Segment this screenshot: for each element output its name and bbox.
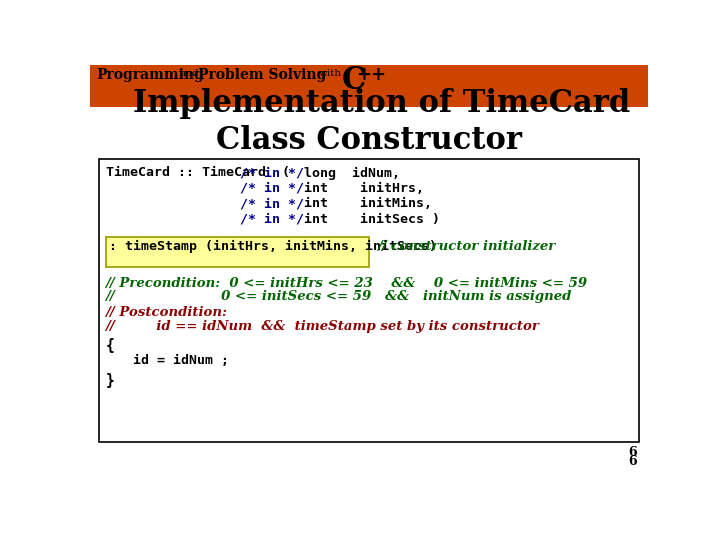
- Text: TimeCard :: TimeCard  (: TimeCard :: TimeCard (: [106, 166, 297, 179]
- Text: Class Constructor: Class Constructor: [216, 125, 522, 156]
- Text: /* in */: /* in */: [240, 166, 304, 179]
- Text: Implementation of TimeCard: Implementation of TimeCard: [132, 88, 630, 119]
- Text: int    initHrs,: int initHrs,: [287, 182, 423, 195]
- Text: Problem Solving: Problem Solving: [199, 68, 327, 82]
- Text: 6: 6: [628, 455, 636, 468]
- Text: int    initMins,: int initMins,: [287, 197, 431, 210]
- Text: // Postcondition:: // Postcondition:: [106, 306, 228, 319]
- Bar: [106, 237, 369, 267]
- Bar: [99, 159, 639, 442]
- Text: //         id == idNum  &&  timeStamp set by its constructor: // id == idNum && timeStamp set by its c…: [106, 320, 539, 333]
- Bar: [90, 65, 648, 107]
- Text: : timeStamp (initHrs, initMins, initSecs): : timeStamp (initHrs, initMins, initSecs…: [109, 240, 436, 253]
- Text: }: }: [106, 373, 114, 388]
- Text: //                       0 <= initSecs <= 59   &&   initNum is assigned: // 0 <= initSecs <= 59 && initNum is ass…: [106, 291, 572, 303]
- Text: long  idNum,: long idNum,: [287, 166, 400, 179]
- Text: /* in */: /* in */: [240, 213, 304, 226]
- Text: C: C: [342, 65, 366, 96]
- Text: /* in */: /* in */: [240, 197, 304, 210]
- Text: {: {: [106, 338, 114, 353]
- Text: // Precondition:  0 <= initHrs <= 23    &&    0 <= initMins <= 59: // Precondition: 0 <= initHrs <= 23 && 0…: [106, 276, 588, 289]
- Text: with: with: [319, 70, 342, 78]
- Text: id = idNum ;: id = idNum ;: [132, 354, 229, 367]
- Text: // constructor initializer: // constructor initializer: [377, 240, 555, 253]
- Text: and: and: [179, 70, 199, 78]
- Text: Programming: Programming: [96, 68, 204, 82]
- Text: /* in */: /* in */: [240, 182, 304, 195]
- Text: int    initSecs ): int initSecs ): [287, 213, 440, 226]
- Text: 6: 6: [628, 446, 636, 459]
- Text: ++: ++: [356, 65, 386, 84]
